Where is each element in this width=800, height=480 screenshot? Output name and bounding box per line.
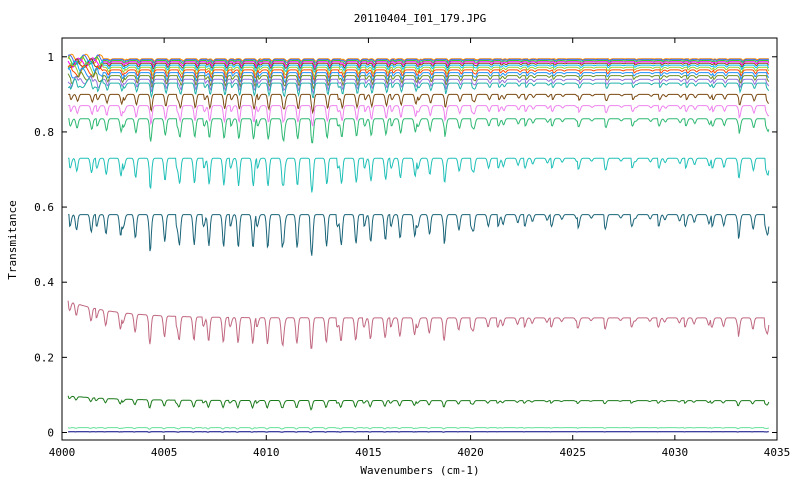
series-line [68,157,770,193]
x-tick-label: 4000 [49,446,76,459]
x-tick-label: 4020 [457,446,484,459]
series-line [67,62,770,78]
y-tick-label: 0.2 [34,351,54,364]
x-axis-label: Wavenumbers (cm-1) [360,464,479,477]
series-line [67,64,770,82]
series-line [67,395,770,411]
y-tick-label: 0.6 [34,201,54,214]
y-axis: 0 0.2 0.4 0.6 0.8 1 [34,51,777,439]
series-line [68,93,770,115]
y-tick-label: 0.8 [34,126,54,139]
series-line [67,67,770,85]
series-group [67,53,770,433]
series-line [67,300,770,349]
y-tick-label: 0.4 [34,276,54,289]
plot-frame [61,37,778,441]
x-tick-label: 4015 [355,446,382,459]
series-line [67,427,769,430]
chart-title: 20110404_I01_179.JPG [354,12,486,25]
y-tick-label: 1 [47,51,54,64]
x-tick-label: 4030 [662,446,689,459]
series-line [67,75,770,95]
series-line [67,59,770,73]
series-line [68,118,770,144]
series-line [68,104,770,127]
series-line [67,58,770,71]
y-axis-label: Transmitance [6,200,19,279]
series-line [67,71,770,90]
x-tick-label: 4010 [253,446,280,459]
series-line [67,54,770,65]
series-line [67,56,770,67]
x-axis: 4000 4005 4010 4015 4020 4025 4030 4035 [49,38,791,459]
series-line [68,213,770,256]
series-line [68,431,769,433]
x-tick-label: 4025 [559,446,586,459]
x-tick-label: 4035 [764,446,791,459]
series-line [67,57,770,69]
series-line [67,78,770,99]
x-tick-label: 4005 [151,446,178,459]
y-tick-label: 0 [47,426,54,439]
